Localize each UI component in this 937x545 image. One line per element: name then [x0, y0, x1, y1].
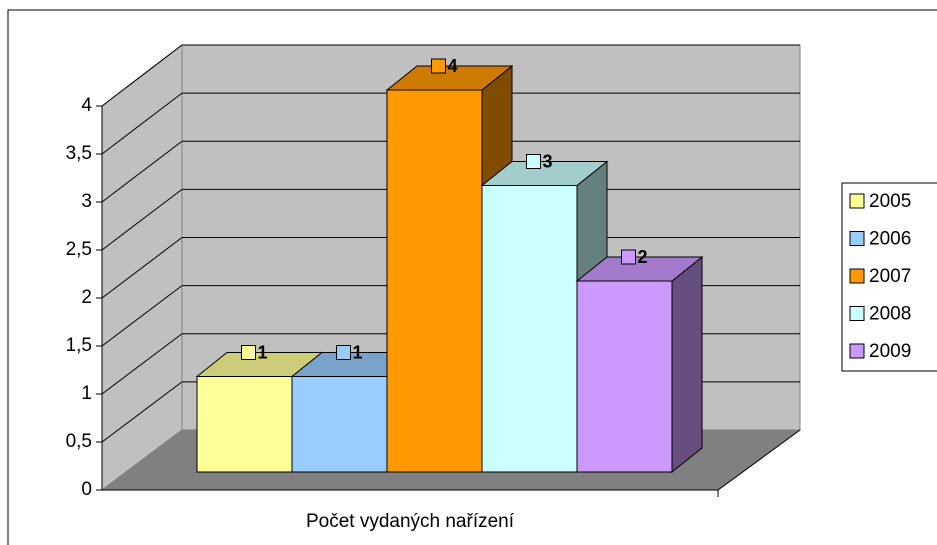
y-tick-label: 3: [81, 191, 92, 212]
legend-label: 2007: [869, 266, 911, 287]
bar: [291, 376, 388, 473]
bar: [386, 89, 483, 473]
data-label: 2: [638, 247, 648, 267]
grid-line: [101, 188, 183, 251]
x-category-label: Počet vydaných nařízení: [306, 511, 515, 532]
legend-swatch: [849, 193, 865, 209]
legend-swatch: [849, 268, 865, 284]
legend-label: 2008: [869, 304, 911, 325]
y-tick-label: 2,5: [66, 239, 92, 260]
grid-line: [101, 285, 183, 347]
data-label: 1: [353, 342, 363, 362]
grid-line: [101, 381, 183, 443]
bar: [196, 376, 293, 473]
legend-swatch: [849, 343, 865, 359]
grid-line: [101, 333, 183, 395]
y-tick-label: 3,5: [66, 143, 92, 164]
grid-line: [101, 44, 183, 107]
y-tick-label: 0: [81, 479, 92, 500]
bar: [481, 185, 578, 473]
legend-swatch: [849, 231, 865, 246]
label-marker: [526, 154, 541, 169]
floor-edge: [717, 429, 801, 491]
label-marker: [336, 345, 351, 360]
legend-label: 2009: [869, 341, 911, 362]
grid-line: [101, 140, 183, 203]
grid-line: [101, 92, 183, 155]
y-tick-label: 1,5: [66, 335, 92, 356]
y-tick-label: 0,5: [66, 431, 92, 452]
data-label: 1: [258, 342, 268, 362]
legend-swatch: [849, 306, 865, 321]
label-marker: [431, 58, 446, 74]
legend-label: 2005: [869, 191, 911, 212]
y-tick-label: 4: [81, 95, 92, 116]
y-tick-label: 2: [81, 287, 92, 308]
label-marker: [621, 249, 636, 265]
y-tick-label: 1: [81, 383, 92, 404]
grid-line: [101, 237, 183, 299]
label-marker: [241, 345, 256, 360]
data-label: 4: [448, 56, 458, 76]
bar-side: [671, 255, 703, 474]
bar: [576, 280, 673, 473]
legend-label: 2006: [869, 229, 911, 250]
data-label: 3: [543, 151, 553, 171]
